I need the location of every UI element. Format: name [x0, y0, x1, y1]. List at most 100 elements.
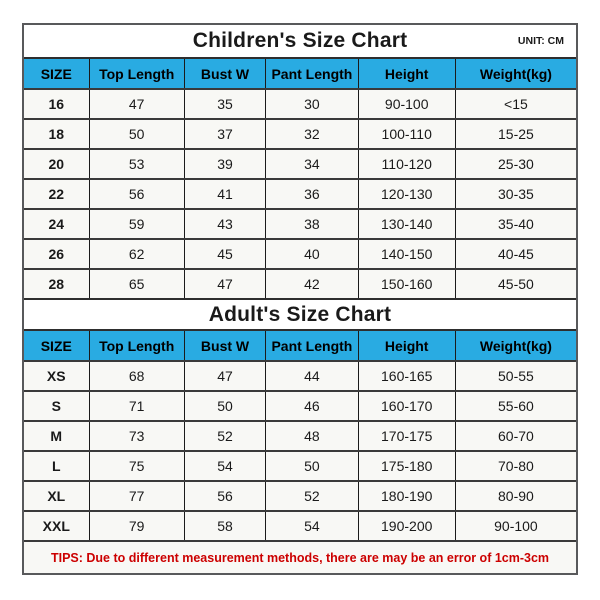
value-cell: 70-80 — [498, 458, 534, 474]
value-cell: 110-120 — [359, 150, 456, 178]
value-cell: 120-130 — [359, 180, 456, 208]
value-cell: 190-200 — [359, 512, 456, 540]
value-cell: 62 — [90, 240, 185, 268]
size-cell: S — [24, 392, 90, 420]
value-cell: 56 — [90, 180, 185, 208]
column-header: Pant Length — [266, 59, 359, 88]
value-cell: 41 — [185, 180, 267, 208]
column-header: Bust W — [185, 331, 267, 360]
value-cell: 32 — [266, 120, 359, 148]
table-row: M 73 52 48 170-175 60-70 — [24, 420, 576, 450]
value-cell: 37 — [185, 120, 267, 148]
value-cell: 56 — [185, 482, 267, 510]
value-cell: 50 — [185, 392, 267, 420]
table-row: 18 50 37 32 100-110 15-25 — [24, 118, 576, 148]
value-cell: 170-175 — [359, 422, 456, 450]
value-cell: 47 — [90, 90, 185, 118]
value-cell: 47 — [185, 362, 267, 390]
value-cell: 140-150 — [359, 240, 456, 268]
value-cell: 180-190 — [359, 482, 456, 510]
table-row: 26 62 45 40 140-150 40-45 — [24, 238, 576, 268]
column-header: Pant Length — [266, 331, 359, 360]
size-cell: XL — [24, 482, 90, 510]
table-row: L 75 54 50 175-180 70-80 — [24, 450, 576, 480]
table-row: S 71 50 46 160-170 55-60 — [24, 390, 576, 420]
adult-table-header: SIZE Top Length Bust W Pant Length Height Wei… — [24, 329, 576, 360]
size-cell: XXL — [24, 512, 90, 540]
value-cell: 40-45 — [498, 246, 534, 262]
column-header: Weight(kg) — [479, 65, 552, 82]
table-row: XL 77 56 52 180-190 80-90 — [24, 480, 576, 510]
value-cell: 40 — [266, 240, 359, 268]
value-cell: 75 — [90, 452, 185, 480]
value-cell: 44 — [266, 362, 359, 390]
value-cell: 43 — [185, 210, 267, 238]
children-table-header: SIZE Top Length Bust W Pant Length Height Wei… — [24, 57, 576, 88]
size-cell: M — [24, 422, 90, 450]
value-cell: 58 — [185, 512, 267, 540]
value-cell: 47 — [185, 270, 267, 298]
column-header: Height — [359, 331, 456, 360]
value-cell: 46 — [266, 392, 359, 420]
size-cell: 20 — [24, 150, 90, 178]
value-cell: 50 — [266, 452, 359, 480]
value-cell: <15 — [504, 96, 528, 112]
value-cell: 71 — [90, 392, 185, 420]
value-cell: 65 — [90, 270, 185, 298]
value-cell: 36 — [266, 180, 359, 208]
value-cell: 55-60 — [498, 398, 534, 414]
value-cell: 79 — [90, 512, 185, 540]
value-cell: 60-70 — [498, 428, 534, 444]
adult-title-band: Adult's Size Chart — [24, 298, 576, 329]
table-row: 20 53 39 34 110-120 25-30 — [24, 148, 576, 178]
column-header: Top Length — [90, 59, 185, 88]
value-cell: 15-25 — [498, 126, 534, 142]
value-cell: 34 — [266, 150, 359, 178]
size-cell: 18 — [24, 120, 90, 148]
value-cell: 42 — [266, 270, 359, 298]
column-header: Top Length — [90, 331, 185, 360]
children-table-body: 16 47 35 30 90-100 <15 18 50 37 32 100-110 15-25 20 5… — [24, 88, 576, 298]
value-cell: 100-110 — [359, 120, 456, 148]
value-cell: 52 — [185, 422, 267, 450]
size-cell: 16 — [24, 90, 90, 118]
value-cell: 50 — [90, 120, 185, 148]
value-cell: 150-160 — [359, 270, 456, 298]
value-cell: 80-90 — [498, 488, 534, 504]
column-header: Height — [359, 59, 456, 88]
value-cell: 175-180 — [359, 452, 456, 480]
value-cell: 160-165 — [359, 362, 456, 390]
table-row: 24 59 43 38 130-140 35-40 — [24, 208, 576, 238]
value-cell: 39 — [185, 150, 267, 178]
adult-table-body: XS 68 47 44 160-165 50-55 S 71 50 46 160-170 55-60 M… — [24, 360, 576, 540]
table-row: XXL 79 58 54 190-200 90-100 — [24, 510, 576, 540]
size-cell: 24 — [24, 210, 90, 238]
adult-chart-title: Adult's Size Chart — [208, 302, 392, 326]
value-cell: 68 — [90, 362, 185, 390]
value-cell: 38 — [266, 210, 359, 238]
column-header: SIZE — [24, 331, 90, 360]
table-row: 22 56 41 36 120-130 30-35 — [24, 178, 576, 208]
value-cell: 59 — [90, 210, 185, 238]
value-cell: 160-170 — [359, 392, 456, 420]
column-header: Weight(kg) — [479, 337, 552, 354]
value-cell: 45 — [185, 240, 267, 268]
value-cell: 90-100 — [359, 90, 456, 118]
size-cell: 22 — [24, 180, 90, 208]
value-cell: 50-55 — [498, 368, 534, 384]
value-cell: 90-100 — [494, 518, 538, 534]
value-cell: 30 — [266, 90, 359, 118]
size-cell: 26 — [24, 240, 90, 268]
table-row: 16 47 35 30 90-100 <15 — [24, 88, 576, 118]
value-cell: 45-50 — [498, 276, 534, 292]
value-cell: 77 — [90, 482, 185, 510]
value-cell: 53 — [90, 150, 185, 178]
tips-band: TIPS: Due to different measurement metho… — [24, 540, 576, 573]
size-cell: XS — [24, 362, 90, 390]
value-cell: 73 — [90, 422, 185, 450]
value-cell: 48 — [266, 422, 359, 450]
column-header: Bust W — [185, 59, 267, 88]
value-cell: 54 — [266, 512, 359, 540]
size-chart-table: Children's Size Chart UNIT: CM SIZE Top L… — [22, 23, 578, 575]
value-cell: 30-35 — [498, 186, 534, 202]
